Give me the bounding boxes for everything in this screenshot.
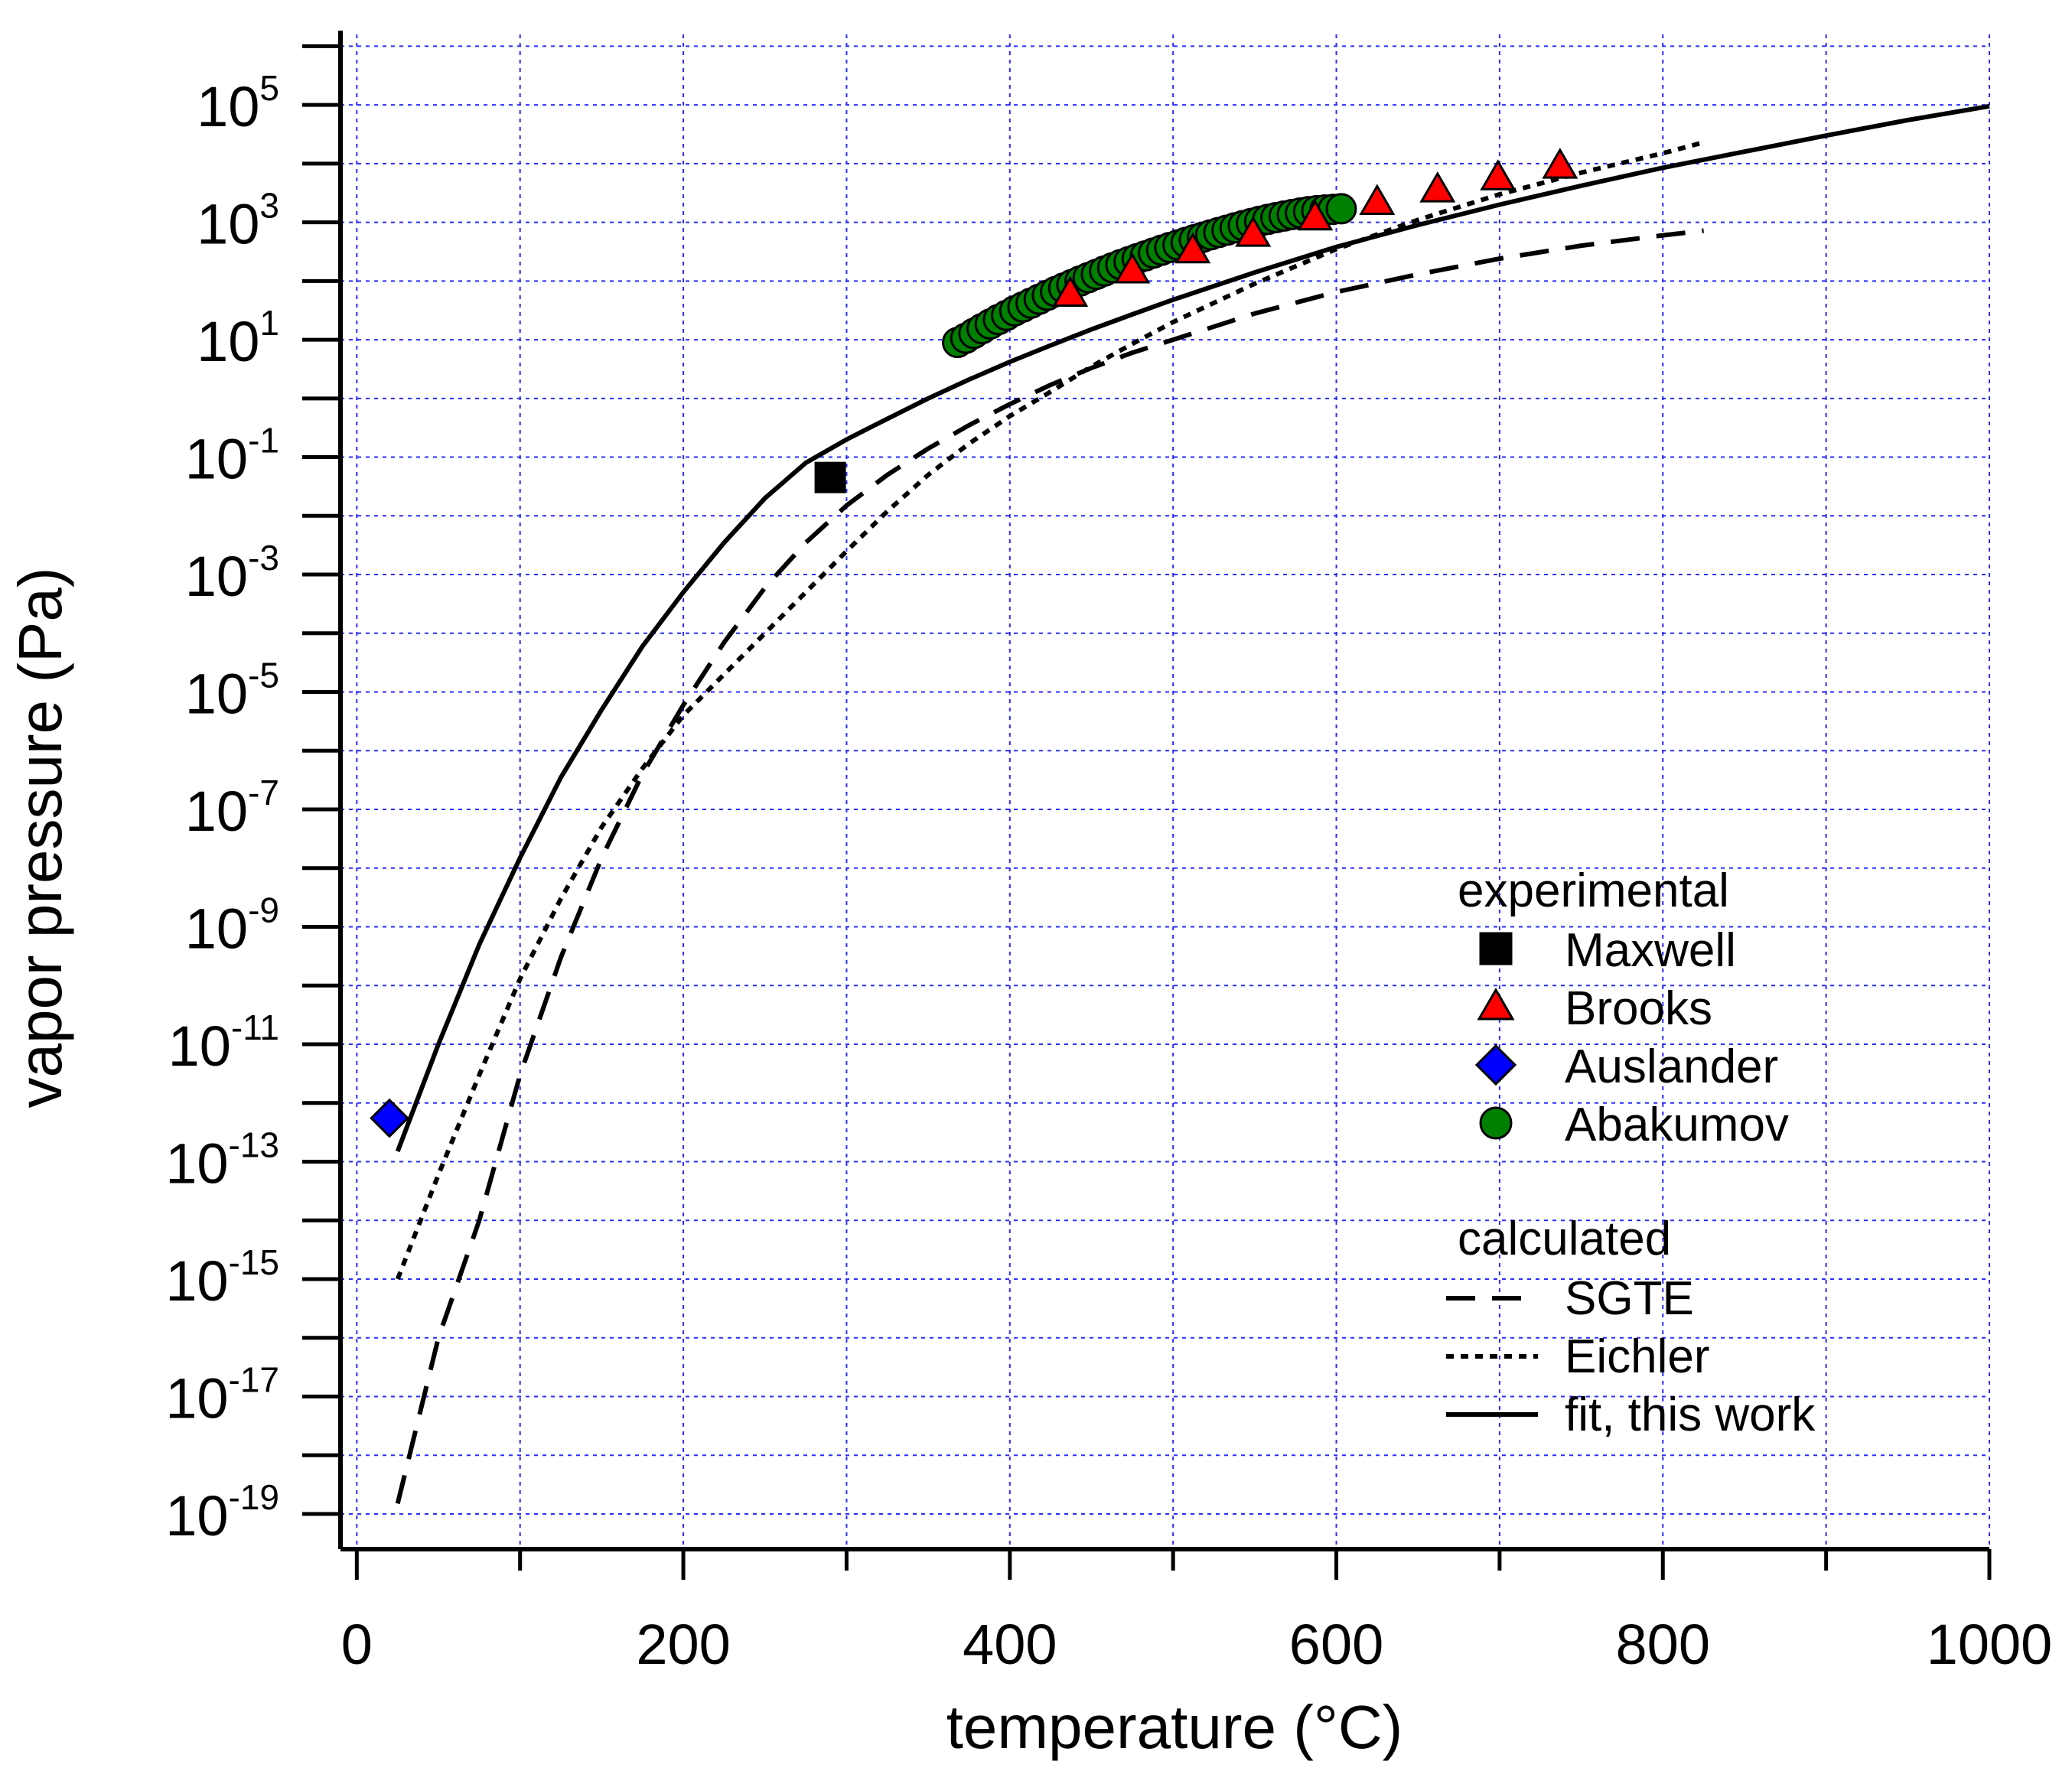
y-tick-label: 10-9	[185, 890, 279, 961]
x-tick-label: 1000	[1927, 1613, 2053, 1676]
x-tick-label: 600	[1289, 1613, 1383, 1676]
y-tick-label: 10-1	[185, 421, 279, 491]
grid	[340, 34, 1990, 1549]
marker-brooks	[1174, 232, 1211, 264]
legend-marker-abakumov	[1479, 1106, 1513, 1140]
y-tick-label: 10-13	[165, 1125, 279, 1195]
y-tick-label: 10-7	[185, 773, 279, 843]
legend-marker-auslander	[1474, 1043, 1517, 1086]
legend-label-auslander: Auslander	[1565, 1040, 1778, 1093]
curve-fit-this-work	[395, 103, 1990, 1153]
y-tick-label: 10-5	[185, 656, 279, 726]
marker-brooks	[1542, 148, 1578, 179]
x-tick-label: 400	[963, 1613, 1057, 1676]
legend-header-calculated: calculated	[1458, 1213, 1671, 1265]
legend-label-brooks: Brooks	[1565, 982, 1712, 1035]
marker-abakumov	[1325, 193, 1357, 225]
legend-label-abakumov: Abakumov	[1565, 1099, 1789, 1151]
y-axis-title: vapor pressure (Pa)	[6, 568, 74, 1109]
marker-brooks	[1359, 184, 1396, 216]
y-tick-label: 105	[197, 68, 279, 138]
legend-label-fit-this-work: fit, this work	[1565, 1388, 1816, 1441]
legend-label-eichler: Eichler	[1565, 1330, 1710, 1383]
marker-maxwell	[814, 461, 846, 493]
marker-brooks	[1480, 159, 1517, 190]
x-tick-label: 200	[636, 1613, 730, 1676]
legend-marker-brooks	[1477, 988, 1515, 1021]
y-tick-label: 10-17	[165, 1359, 279, 1430]
marker-auslander	[370, 1098, 409, 1138]
y-tick-label: 103	[197, 186, 279, 256]
marker-brooks	[1419, 171, 1456, 203]
y-tick-label: 10-3	[185, 538, 279, 608]
calculated-curves	[395, 103, 1990, 1505]
legend-header-experimental: experimental	[1458, 864, 1729, 917]
y-tick-label: 10-15	[165, 1242, 279, 1313]
y-tick-label: 101	[197, 303, 279, 373]
y-tick-label: 10-19	[165, 1477, 279, 1548]
legend-label-sgte: SGTE	[1565, 1272, 1694, 1325]
curve-eichler	[395, 140, 1705, 1281]
y-tick-label: 10-11	[168, 1008, 279, 1078]
tick-labels: 0 200 400 600 800 1000 105 103 101 10-1 10-3 10-5 10…	[165, 68, 2052, 1676]
experimental-markers	[370, 148, 1578, 1138]
legend-marker-maxwell	[1479, 932, 1513, 965]
marker-brooks	[1052, 275, 1089, 308]
x-axis-title: temperature (°C)	[946, 1693, 1403, 1761]
marker-brooks	[1114, 252, 1151, 284]
marker-brooks	[1297, 199, 1334, 231]
x-tick-label: 0	[341, 1613, 373, 1676]
x-tick-label: 800	[1616, 1613, 1710, 1676]
curve-sgte	[395, 228, 1704, 1505]
marker-brooks	[1235, 216, 1272, 247]
axes	[302, 31, 1992, 1580]
legend-label-maxwell: Maxwell	[1565, 924, 1736, 977]
